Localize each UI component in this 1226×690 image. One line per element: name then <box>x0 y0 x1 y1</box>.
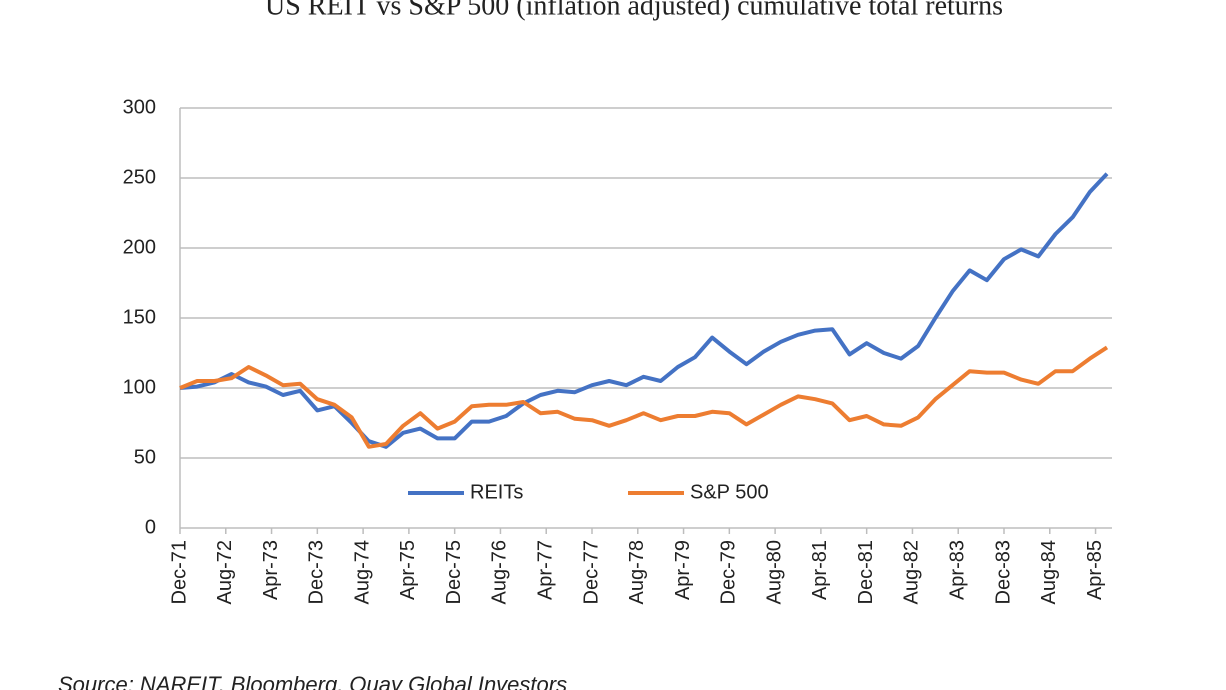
x-tick-label: Aug-82 <box>901 540 923 605</box>
source-note: Source: NAREIT, Bloomberg, Quay Global I… <box>58 672 567 690</box>
y-tick-label: 0 <box>145 516 156 538</box>
x-tick-label: Aug-78 <box>626 540 648 605</box>
x-tick-label: Dec-75 <box>443 540 465 604</box>
x-tick-label: Aug-72 <box>214 540 236 605</box>
x-tick-label: Apr-85 <box>1084 540 1106 600</box>
y-tick-label: 200 <box>123 236 156 258</box>
y-tick-label: 250 <box>123 166 156 188</box>
legend-label: REITs <box>470 481 523 503</box>
x-tick-label: Dec-73 <box>306 540 328 604</box>
line-series <box>179 345 1109 449</box>
y-tick-label: 50 <box>134 446 156 468</box>
x-tick-label: Aug-80 <box>763 540 785 605</box>
x-tick-label: Dec-71 <box>168 540 190 604</box>
x-tick-label: Apr-73 <box>260 540 282 600</box>
x-tick-label: Apr-81 <box>809 540 831 600</box>
x-tick-label: Apr-77 <box>535 540 557 600</box>
y-tick-label: 300 <box>123 96 156 118</box>
y-tick-label: 150 <box>123 306 156 328</box>
x-tick-label: Aug-84 <box>1038 540 1060 605</box>
x-tick-label: Apr-83 <box>947 540 969 600</box>
y-tick-label: 100 <box>123 376 156 398</box>
x-tick-label: Dec-77 <box>580 540 602 604</box>
x-tick-label: Aug-76 <box>489 540 511 605</box>
x-tick-label: Dec-83 <box>992 540 1014 604</box>
legend-label: S&P 500 <box>690 481 769 503</box>
x-tick-label: Apr-75 <box>397 540 419 600</box>
x-tick-label: Apr-79 <box>672 540 694 600</box>
x-tick-label: Dec-81 <box>855 540 877 604</box>
line-series <box>179 172 1109 449</box>
x-tick-label: Dec-79 <box>718 540 740 604</box>
x-tick-label: Aug-74 <box>351 540 373 605</box>
chart-title: US REIT vs S&P 500 (inflation adjusted) … <box>265 0 1003 21</box>
